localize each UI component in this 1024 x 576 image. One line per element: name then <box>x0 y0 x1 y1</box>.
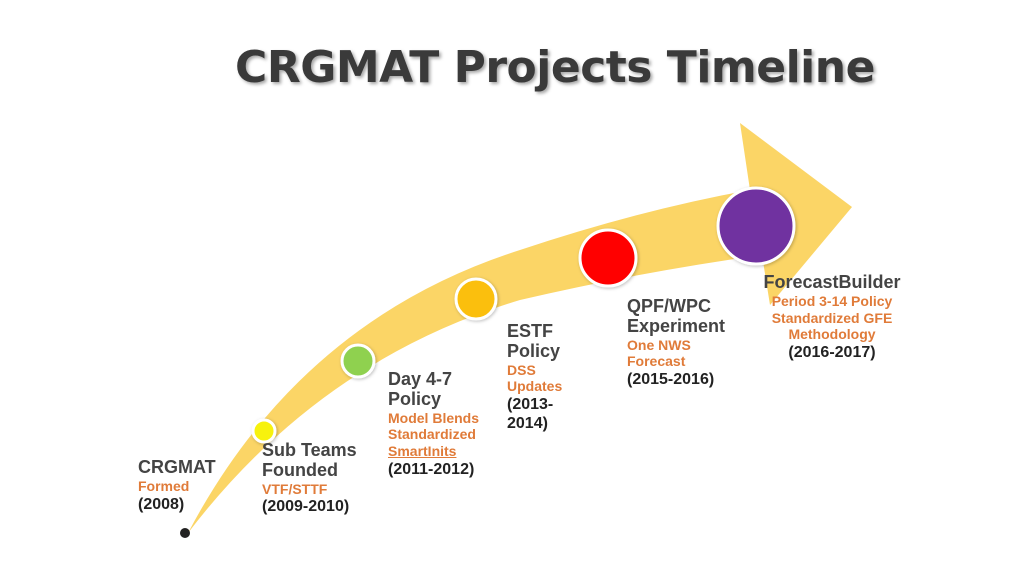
milestone-name: CRGMAT <box>138 457 216 477</box>
milestone-dot-forecastbuilder <box>716 186 796 266</box>
timeline-arrow <box>188 123 852 533</box>
milestone-name: Day 4-7 Policy <box>388 369 453 409</box>
milestone-name: QPF/WPC Experiment <box>627 296 726 336</box>
milestone-detail: One NWS <box>627 336 691 353</box>
milestone-label-day-4-7: Day 4-7 Policy Model Blends Standardized… <box>388 369 488 479</box>
milestone-name: ForecastBuilder <box>763 272 901 292</box>
milestone-dot-qpf-wpc <box>578 228 638 288</box>
milestone-name: ESTF Policy <box>507 321 561 361</box>
milestone-label-sub-teams: Sub Teams Founded VTF/STTF (2009-2010) <box>262 440 382 517</box>
milestone-years: (2009-2010) <box>262 498 350 516</box>
milestone-dot-estf <box>454 277 498 321</box>
milestone-label-qpf-wpc: QPF/WPC Experiment One NWS Forecast (201… <box>627 296 757 389</box>
milestone-detail: Period 3-14 Policy <box>771 292 893 309</box>
milestone-name: Sub Teams Founded <box>262 440 357 480</box>
milestone-label-crgmat: CRGMAT Formed (2008) <box>138 457 216 514</box>
milestone-label-estf: ESTF Policy DSS Updates (2013-2014) <box>507 321 587 434</box>
milestone-years: (2013-2014) <box>507 396 554 433</box>
milestone-detail: SmartInits <box>388 443 457 460</box>
milestone-detail: VTF/STTF <box>262 480 328 497</box>
milestone-years: (2011-2012) <box>388 460 475 478</box>
milestone-years: (2008) <box>138 495 185 513</box>
milestone-years: (2015-2016) <box>627 371 715 389</box>
milestone-detail: Standardized <box>388 426 476 443</box>
milestone-dot-crgmat <box>180 528 190 538</box>
milestone-detail: Standardized GFE <box>771 309 893 326</box>
milestone-detail: Formed <box>138 477 190 494</box>
milestone-label-forecastbuilder: ForecastBuilder Period 3-14 Policy Stand… <box>748 272 916 362</box>
milestone-detail: Methodology <box>788 326 876 343</box>
page-title: CRGMAT Projects Timeline <box>235 42 875 93</box>
milestone-years: (2016-2017) <box>788 344 876 362</box>
milestone-dot-sub-teams <box>251 418 277 444</box>
milestone-detail: Model Blends <box>388 409 480 426</box>
milestone-detail: Forecast <box>627 353 686 370</box>
milestone-detail: DSS Updates <box>507 361 563 395</box>
milestone-dot-day-4-7 <box>340 343 376 379</box>
